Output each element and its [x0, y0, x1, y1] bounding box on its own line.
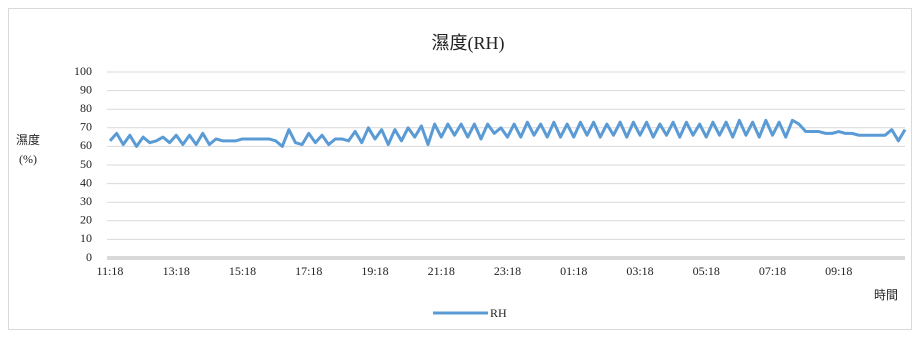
y-tick-label: 100: [74, 64, 92, 78]
y-tick-label: 80: [80, 101, 92, 115]
x-tick-label: 09:18: [825, 264, 852, 278]
y-axis-label: 濕度: [16, 132, 40, 147]
y-tick-label: 90: [80, 82, 92, 96]
chart-title: 濕度(RH): [432, 33, 505, 54]
y-tick-label: 0: [86, 250, 92, 264]
y-tick-label: 60: [80, 138, 92, 152]
y-tick-label: 70: [80, 120, 92, 134]
x-tick-label: 19:18: [361, 264, 388, 278]
chart-frame: [8, 8, 912, 330]
x-tick-label: 23:18: [494, 264, 521, 278]
x-tick-label: 05:18: [693, 264, 720, 278]
x-tick-label: 17:18: [295, 264, 322, 278]
y-axis-label: (%): [19, 152, 37, 166]
data-line: [108, 118, 907, 148]
x-tick-label: 03:18: [626, 264, 653, 278]
y-tick-label: 10: [80, 231, 92, 245]
y-tick-label: 30: [80, 194, 92, 208]
x-tick-label: 21:18: [428, 264, 455, 278]
legend-label: RH: [490, 306, 507, 320]
y-tick-label: 40: [80, 175, 92, 189]
x-tick-label: 01:18: [560, 264, 587, 278]
x-tick-label: 15:18: [229, 264, 256, 278]
x-tick-label: 11:18: [97, 264, 124, 278]
x-tick-label: 13:18: [163, 264, 190, 278]
x-tick-label: 07:18: [759, 264, 786, 278]
y-tick-label: 50: [80, 157, 92, 171]
y-tick-label: 20: [80, 213, 92, 227]
x-axis-label: 時間: [874, 288, 898, 302]
